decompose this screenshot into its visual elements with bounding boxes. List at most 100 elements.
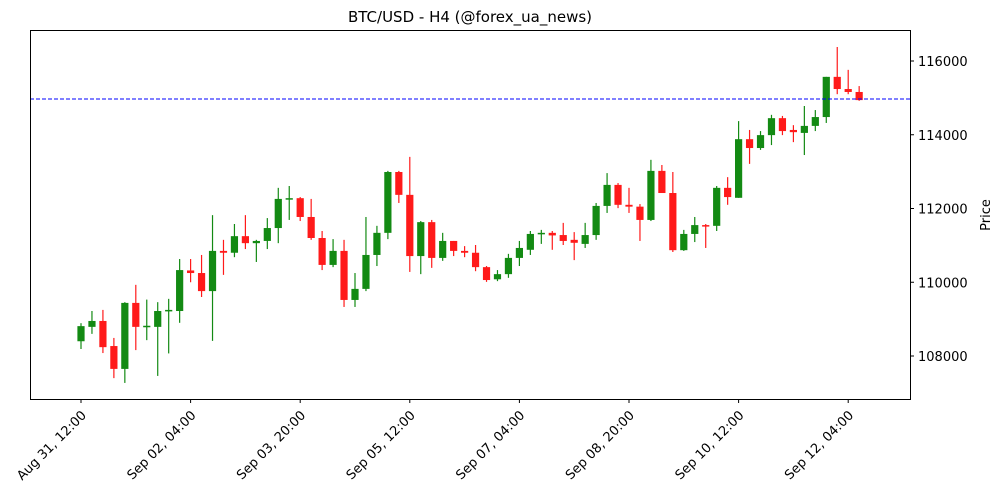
candle-body <box>395 171 403 195</box>
candle-body <box>833 76 841 90</box>
candle-body <box>274 198 282 229</box>
candle-body <box>187 270 195 274</box>
candle-body <box>735 139 743 198</box>
y-tick-label: 114000 <box>918 129 968 144</box>
candle-body <box>680 233 688 251</box>
candle-body <box>548 232 556 236</box>
candle-body <box>439 240 447 258</box>
x-tick-label: Sep 10, 12:00 <box>673 408 748 483</box>
candle-body <box>406 194 414 257</box>
candle <box>230 223 239 258</box>
candle-body <box>756 135 765 149</box>
candle <box>428 219 436 268</box>
candle-body <box>778 118 787 132</box>
candle-body <box>713 187 721 226</box>
y-tick-label: 112000 <box>918 203 968 218</box>
candle-body <box>658 170 666 194</box>
candle <box>187 259 195 283</box>
candle-body <box>800 125 808 133</box>
candle-body <box>614 184 622 205</box>
x-tick-label: Sep 12, 04:00 <box>782 408 857 483</box>
candle <box>625 187 633 213</box>
candle <box>482 266 491 282</box>
candle <box>417 221 425 275</box>
candle <box>110 337 118 379</box>
candle <box>614 183 622 209</box>
candle-body <box>603 184 611 206</box>
candle <box>154 302 162 376</box>
candle-body <box>669 193 677 251</box>
candle-body <box>230 236 239 253</box>
candle <box>493 270 502 282</box>
candle-body <box>647 170 655 220</box>
candle <box>274 187 282 244</box>
candle-body <box>252 240 260 244</box>
candle <box>767 114 776 146</box>
candle <box>373 225 381 267</box>
candle-body <box>789 129 797 133</box>
candle-body <box>154 311 162 327</box>
candle-body <box>197 273 206 292</box>
candle-body <box>384 171 392 233</box>
candle <box>296 197 304 222</box>
candle-body <box>165 309 173 312</box>
candle <box>735 121 743 198</box>
candle-body <box>767 118 776 136</box>
candle-body <box>88 320 96 327</box>
candle-body <box>176 270 184 312</box>
candle <box>789 125 797 143</box>
candle <box>77 323 85 349</box>
candle <box>362 216 370 292</box>
candle-body <box>461 250 469 253</box>
candle <box>603 173 611 213</box>
candle <box>658 164 666 194</box>
x-tick-label: Aug 31, 12:00 <box>14 408 90 484</box>
candle-body <box>844 89 852 92</box>
candle <box>680 229 688 251</box>
candle-body <box>329 250 337 265</box>
candle <box>570 232 578 261</box>
candle <box>340 239 348 307</box>
candle-body <box>537 232 545 235</box>
candle <box>548 230 556 250</box>
candle-body <box>811 117 819 126</box>
candle-body <box>428 222 436 258</box>
candle-body <box>417 222 425 257</box>
x-tick-label: Sep 02, 04:00 <box>125 408 200 483</box>
candle <box>855 86 863 101</box>
candle <box>778 115 787 136</box>
candle-body <box>362 254 370 289</box>
candle <box>329 239 337 268</box>
candle-body <box>515 247 523 258</box>
candle-body <box>241 236 249 244</box>
candle <box>581 222 589 248</box>
x-tick-label: Sep 05, 12:00 <box>344 408 419 483</box>
y-axis: 108000 110000 112000 114000 116000 <box>910 55 968 365</box>
candle-body <box>526 233 534 250</box>
candle <box>713 186 721 231</box>
candle <box>811 110 819 132</box>
candle <box>384 170 392 240</box>
candle-body <box>592 205 600 236</box>
y-tick-label: 110000 <box>918 276 968 291</box>
candle <box>143 299 151 341</box>
candle <box>800 105 808 156</box>
candle <box>99 309 107 354</box>
candle-body <box>77 326 85 342</box>
candle-body <box>285 198 293 200</box>
chart-title: BTC/USD - H4 (@forex_ua_news) <box>348 8 592 27</box>
candle <box>669 171 677 253</box>
candle <box>197 254 206 297</box>
candle-body <box>99 320 107 348</box>
candle-body <box>625 204 633 207</box>
candle <box>285 186 293 220</box>
candle <box>691 216 699 243</box>
candle <box>471 245 480 272</box>
candle-body <box>143 325 151 328</box>
candle-body <box>504 257 513 275</box>
candle <box>526 230 534 255</box>
candle <box>515 240 523 267</box>
plot-area <box>30 46 910 383</box>
axes-frame <box>30 30 911 400</box>
candle-body <box>351 288 359 300</box>
